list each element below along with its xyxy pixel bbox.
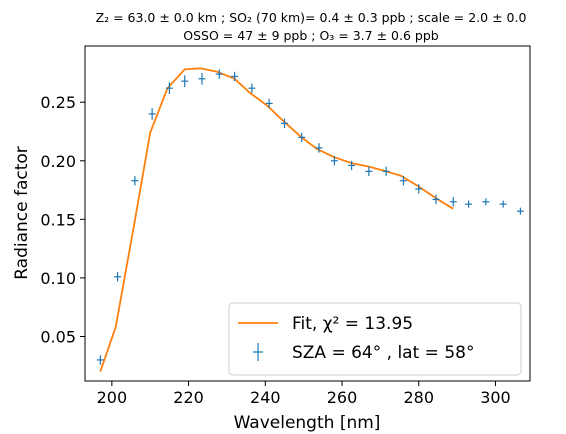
y-tick-label: 0.05 [40,327,76,346]
data-point [315,143,323,153]
x-tick-label: 220 [173,388,204,407]
data-point [231,71,239,82]
series-fit-line [99,67,454,372]
x-axis-ticks: 200 220 240 260 280 300 [97,381,511,407]
data-point [382,166,390,177]
y-axis-ticks: 0.05 0.10 0.15 0.20 0.25 [40,93,85,346]
data-point [198,72,206,85]
data-point [399,176,407,186]
legend: Fit, χ² = 13.95 SZA = 64° , lat = 58° [228,302,522,376]
plot-marks [96,67,524,372]
chart-subtitle: OSSO = 47 ± 9 ppb ; O₃ = 3.7 ± 0.6 ppb [183,28,438,43]
x-axis-label: Wavelength [nm] [234,413,381,433]
data-point [465,200,473,208]
data-point [280,118,288,128]
data-point [499,200,507,208]
x-tick-label: 300 [480,388,511,407]
data-point [330,156,338,166]
legend-data-label: SZA = 64° , lat = 58° [292,343,474,363]
x-tick-label: 280 [403,388,434,407]
data-point [449,197,457,207]
data-point [432,194,440,205]
x-tick-label: 200 [97,388,128,407]
y-axis-label: Radiance factor [12,146,32,280]
data-point [215,69,223,79]
data-point [248,83,256,93]
chart-title: Z₂ = 63.0 ± 0.0 km ; SO₂ (70 km)= 0.4 ± … [96,10,527,25]
y-tick-label: 0.10 [40,269,76,288]
data-point [516,207,524,215]
data-point [131,176,139,186]
data-point [148,108,156,120]
y-tick-label: 0.25 [40,93,76,112]
x-tick-label: 240 [250,388,281,407]
plot-area [84,45,531,382]
y-tick-label: 0.15 [40,210,76,229]
data-point [96,355,104,365]
data-point [114,272,122,282]
x-tick-label: 260 [327,388,358,407]
legend-box [228,302,522,376]
legend-fit-label: Fit, χ² = 13.95 [292,314,413,334]
y-tick-label: 0.20 [40,152,76,171]
data-point [298,132,306,143]
data-point [415,184,423,194]
data-point [365,166,373,177]
data-point [181,75,189,87]
data-point [482,198,490,206]
data-point [265,98,273,109]
data-point [348,160,356,171]
data-point [165,82,173,95]
